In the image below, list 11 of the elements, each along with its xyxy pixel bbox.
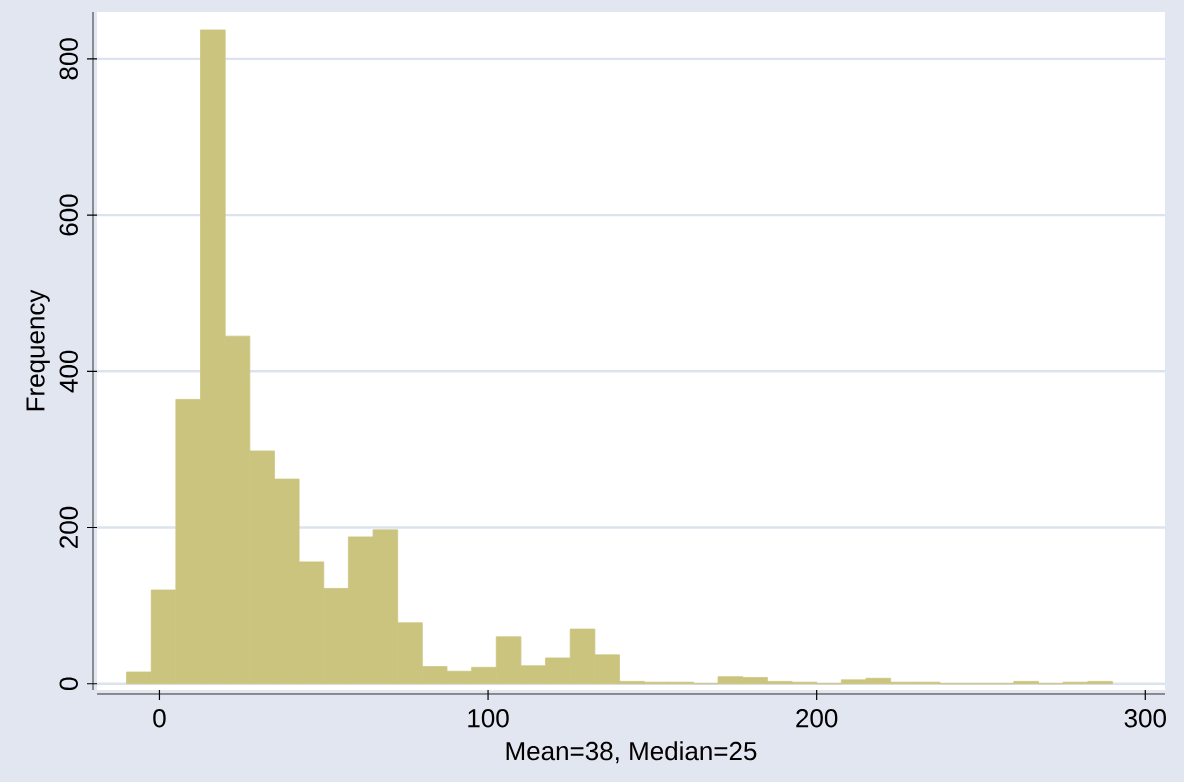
y-tick-label: 0 <box>59 677 78 690</box>
y-tick-label: 200 <box>59 506 78 548</box>
x-tick-label: 0 <box>153 709 166 728</box>
x-axis-title: Mean=38, Median=25 <box>506 741 757 764</box>
y-tick-label: 400 <box>59 350 78 393</box>
y-tick-label: 800 <box>59 38 78 80</box>
y-tick-label: 600 <box>59 194 78 236</box>
x-tick-label: 300 <box>1124 709 1166 728</box>
x-tick-label: 200 <box>796 709 838 728</box>
x-tick-label: 100 <box>468 709 509 728</box>
y-axis-title: Frequency <box>26 289 50 411</box>
